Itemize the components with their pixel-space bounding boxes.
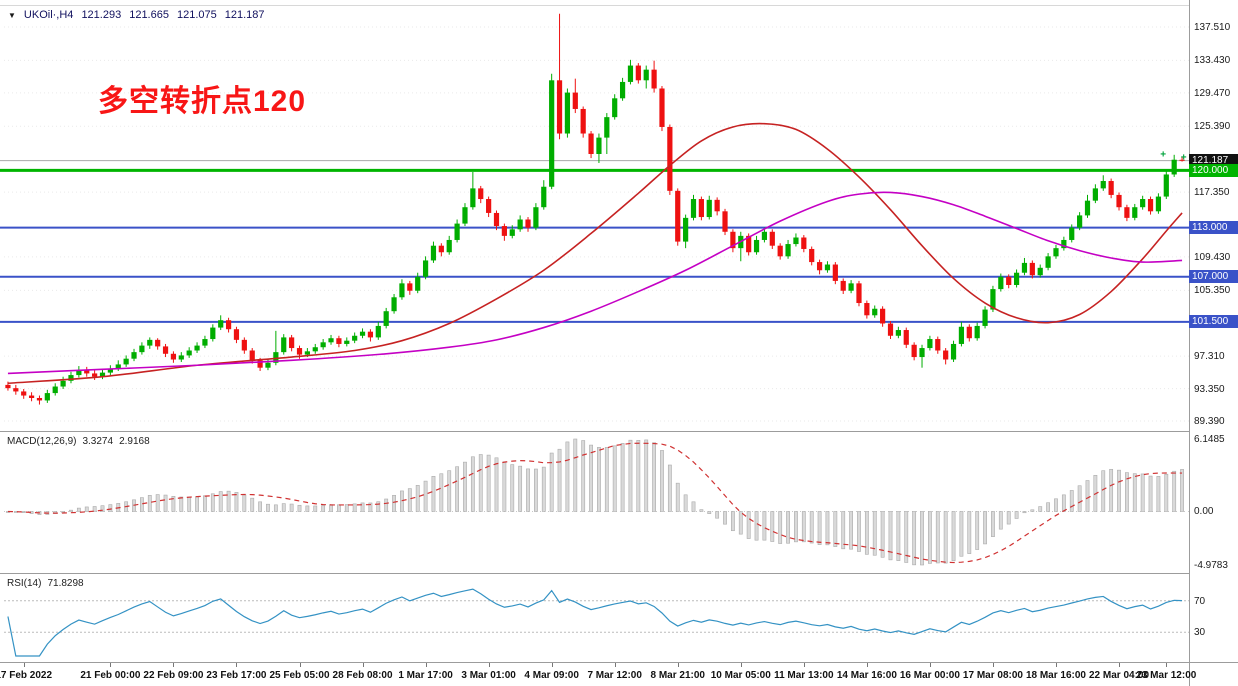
ma-red-line[interactable] <box>7 122 1183 385</box>
rsi-title-text: RSI(14) <box>7 578 42 589</box>
time-tick <box>488 663 490 667</box>
rsi-axis-30: 30 <box>1194 627 1206 639</box>
price-tick-label: 105.350 <box>1194 285 1231 297</box>
price-tick-label: 109.430 <box>1194 251 1231 263</box>
time-tick <box>866 663 868 667</box>
time-axis-label[interactable]: 16 Mar 00:00 <box>899 670 960 681</box>
rsi-value: 71.8298 <box>47 578 84 589</box>
macd-axis-min: -4.9783 <box>1194 560 1228 571</box>
macd-main-value: 3.3274 <box>82 436 114 447</box>
ohlc-high-value: 121.665 <box>129 9 169 21</box>
trade-marker-icon: + <box>1181 153 1187 164</box>
time-axis[interactable]: 17 Feb 2022 21 Feb 00:00 22 Feb 09:00 23 Fe… <box>0 663 1196 686</box>
price-axis[interactable]: 137.510 133.430 129.470 125.390 117.350 109.4… <box>1189 0 1238 662</box>
time-tick <box>299 663 301 667</box>
time-tick <box>803 663 805 667</box>
macd-axis-max: 6.1485 <box>1194 434 1225 445</box>
time-axis-label[interactable]: 23 Mar 12:00 <box>1136 670 1197 681</box>
time-axis-label[interactable]: 11 Mar 13:00 <box>774 670 834 681</box>
macd-axis-zero: 0.00 <box>1194 506 1214 518</box>
ohlc-low-value: 121.075 <box>176 9 217 21</box>
time-axis-label[interactable]: 14 Mar 16:00 <box>836 670 897 681</box>
time-axis-label[interactable]: 22 Feb 09:00 <box>143 670 204 681</box>
rsi-line <box>7 588 1183 657</box>
ohlc-close-value: 121.187 <box>224 9 265 21</box>
time-axis-label[interactable]: 10 Mar 05:00 <box>710 670 771 681</box>
rsi-panel[interactable] <box>0 573 1238 662</box>
price-tick-label: 89.390 <box>1194 416 1225 427</box>
symbol-timeframe-label: UKOil·,H4 <box>23 9 74 21</box>
time-axis-label[interactable]: 8 Mar 21:00 <box>650 670 705 681</box>
time-tick <box>614 663 616 667</box>
macd-signal-line <box>7 442 1183 564</box>
time-tick <box>173 663 175 667</box>
trade-marker-icon: + <box>1160 149 1166 160</box>
chart-annotation[interactable]: 多空转折点120 <box>98 85 307 118</box>
top-border <box>0 5 1238 6</box>
time-tick <box>1055 663 1057 667</box>
time-tick <box>362 663 364 667</box>
price-tick-label: 93.350 <box>1194 383 1225 395</box>
time-tick <box>425 663 427 667</box>
time-tick <box>992 663 994 667</box>
ma-magenta-line[interactable] <box>7 191 1183 375</box>
chart-header: ▼ UKOil·,H4 121.293 121.665 121.075 121.… <box>8 9 265 21</box>
candles[interactable] <box>5 13 1185 405</box>
price-axis-separator <box>1189 0 1190 686</box>
time-axis-label[interactable]: 23 Feb 17:00 <box>206 670 267 681</box>
price-gridlines <box>4 26 1189 422</box>
time-axis-label[interactable]: 22 Mar 04:00 <box>1088 670 1150 681</box>
time-axis-separator <box>0 662 1238 663</box>
chart-dropdown-arrow-icon[interactable]: ▼ <box>8 10 16 20</box>
macd-histogram <box>6 438 1184 566</box>
rsi-panel-separator <box>0 573 1238 574</box>
price-tick-label: 125.390 <box>1194 121 1231 133</box>
time-tick <box>23 663 25 667</box>
time-axis-label[interactable]: 4 Mar 09:00 <box>524 670 579 681</box>
time-tick <box>1166 663 1168 667</box>
price-tick-label: 137.510 <box>1194 21 1231 33</box>
time-tick <box>740 663 742 667</box>
time-axis-label[interactable]: 1 Mar 17:00 <box>398 670 453 681</box>
ohlc-open-value: 121.293 <box>81 9 122 21</box>
macd-signal-value: 2.9168 <box>119 436 150 447</box>
time-tick <box>677 663 679 667</box>
time-tick <box>110 663 112 667</box>
time-axis-label[interactable]: 21 Feb 00:00 <box>80 670 141 681</box>
time-tick <box>929 663 931 667</box>
time-tick <box>1119 663 1121 667</box>
rsi-indicator-label: RSI(14) 71.8298 <box>7 578 84 589</box>
price-tick-label: 133.430 <box>1194 55 1231 67</box>
price-box-113.000: 113.000 <box>1189 221 1238 235</box>
time-tick <box>551 663 553 667</box>
price-box-120.000: 120.000 <box>1189 163 1238 177</box>
time-axis-label[interactable]: 18 Mar 16:00 <box>1025 670 1086 681</box>
time-axis-label[interactable]: 25 Feb 05:00 <box>269 670 330 681</box>
price-box-101.500: 101.500 <box>1189 315 1238 329</box>
price-tick-label: 117.350 <box>1194 187 1230 199</box>
price-tick-label: 129.470 <box>1194 87 1231 99</box>
macd-panel[interactable] <box>0 431 1238 573</box>
rsi-axis-70: 70 <box>1194 595 1206 607</box>
time-axis-label[interactable]: 17 Feb 2022 <box>0 670 53 681</box>
price-tick-label: 97.310 <box>1194 351 1225 363</box>
time-axis-label[interactable]: 7 Mar 12:00 <box>587 670 642 681</box>
price-box-107.000: 107.000 <box>1189 270 1238 284</box>
time-axis-label[interactable]: 3 Mar 01:00 <box>461 670 516 681</box>
macd-indicator-label: MACD(12,26,9) 3.3274 2.9168 <box>7 436 150 447</box>
time-axis-label[interactable]: 28 Feb 08:00 <box>332 670 393 681</box>
price-chart-panel[interactable]: + + <box>0 0 1238 431</box>
time-tick <box>236 663 238 667</box>
time-axis-label[interactable]: 17 Mar 08:00 <box>962 670 1023 681</box>
macd-panel-separator <box>0 431 1238 432</box>
macd-title-text: MACD(12,26,9) <box>7 436 77 447</box>
